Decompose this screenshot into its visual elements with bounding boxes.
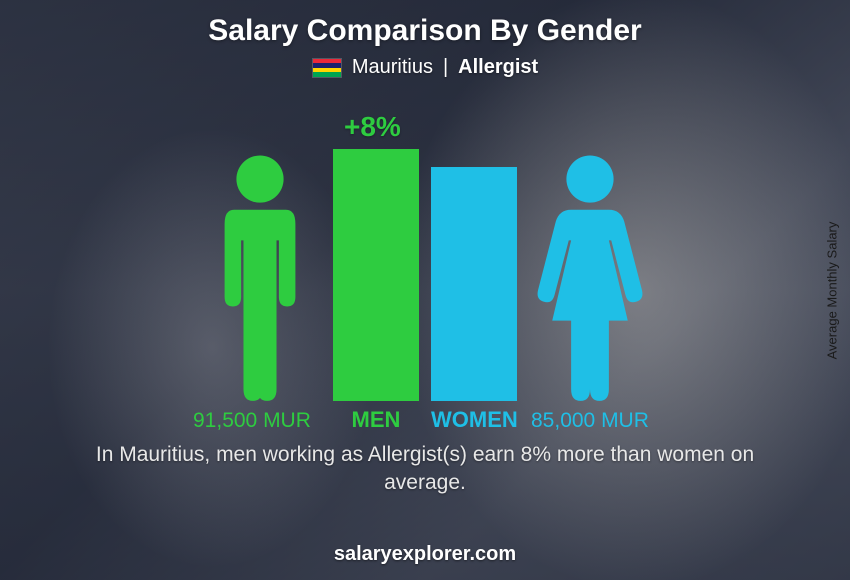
men-value-label: 91,500 MUR — [193, 409, 311, 433]
subtitle-row: Mauritius | Allergist — [312, 56, 538, 79]
job-label: Allergist — [458, 56, 538, 79]
woman-svg — [531, 153, 649, 401]
infographic-container: Salary Comparison By Gender Mauritius | … — [0, 0, 850, 580]
woman-icon — [531, 153, 649, 401]
chart-area: +8% 91,500 MUR 85,000 MUR MEN WOMEN — [65, 95, 785, 435]
women-value-label: 85,000 MUR — [531, 409, 649, 433]
man-svg — [201, 153, 319, 401]
footer-source: salaryexplorer.com — [0, 543, 850, 566]
men-category-label: MEN — [333, 407, 419, 433]
y-axis-label: Average Monthly Salary — [825, 221, 840, 359]
page-title: Salary Comparison By Gender — [208, 14, 641, 48]
summary-text: In Mauritius, men working as Allergist(s… — [75, 441, 775, 498]
country-label: Mauritius — [352, 56, 433, 79]
percent-diff-label: +8% — [344, 111, 401, 143]
women-bar — [431, 167, 517, 401]
man-icon — [201, 153, 319, 401]
side-label-wrap: Average Monthly Salary — [814, 0, 850, 580]
flag-stripe — [313, 72, 341, 77]
women-category-label: WOMEN — [431, 407, 517, 433]
mauritius-flag-icon — [312, 58, 342, 78]
separator: | — [443, 56, 448, 79]
men-bar — [333, 149, 419, 401]
